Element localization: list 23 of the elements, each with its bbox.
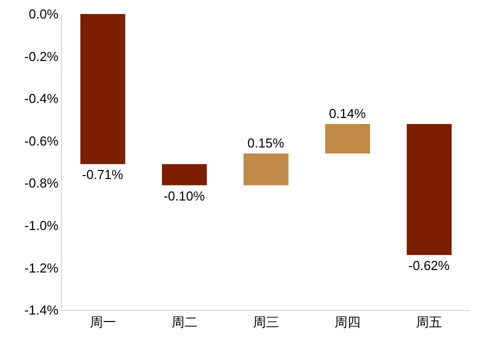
y-tick-label: -1.4% [24, 302, 59, 318]
x-tick-label: 周五 [416, 314, 442, 330]
x-tick-label: 周三 [253, 314, 279, 330]
y-tick-label: -0.2% [24, 48, 59, 64]
data-label: 0.15% [247, 136, 285, 151]
bar [406, 124, 452, 256]
data-label: -0.71% [82, 167, 124, 182]
bar [325, 124, 370, 154]
y-tick-label: -1.0% [24, 218, 59, 233]
y-tick-label: 0.0% [28, 6, 59, 22]
x-tick-label: 周二 [171, 314, 198, 330]
data-label: -0.62% [408, 258, 450, 274]
bar [244, 154, 288, 186]
x-tick-label: 周四 [334, 314, 361, 330]
bar [162, 164, 207, 186]
data-label: 0.14% [328, 106, 366, 121]
y-tick-label: -0.8% [24, 176, 59, 191]
y-tick-label: -1.2% [24, 260, 59, 276]
bar [80, 14, 126, 164]
data-label: -0.10% [164, 188, 206, 204]
y-tick-label: -0.6% [24, 133, 59, 148]
x-tick-label: 周一 [90, 314, 116, 330]
y-tick-label: -0.4% [24, 91, 59, 106]
